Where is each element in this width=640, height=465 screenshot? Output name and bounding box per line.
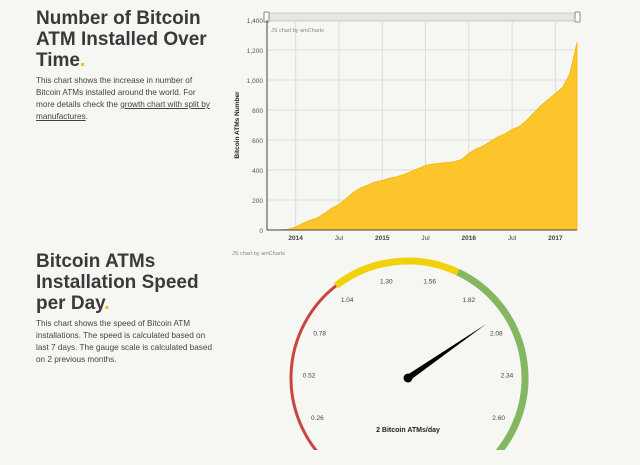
y-tick-label: 0 [259, 228, 263, 235]
gauge-tick-label: 2.08 [490, 330, 503, 337]
x-tick-label: Jul [508, 235, 517, 242]
growth-chart-link[interactable]: growth chart with split by manufactures [36, 100, 210, 121]
gauge-tick-label: 1.56 [423, 278, 436, 285]
amcharts-credit[interactable]: JS chart by amCharts [232, 251, 285, 257]
gauge-tick-label: 1.30 [380, 278, 393, 285]
atm-count-area [273, 42, 578, 231]
y-tick-label: 1,200 [247, 48, 264, 55]
x-tick-label: 2017 [548, 235, 563, 242]
x-tick-label: Jul [335, 235, 344, 242]
section-title-installation-speed: Bitcoin ATMs Installation Speed per Day. [36, 251, 199, 314]
title-dot: . [104, 293, 110, 314]
gauge-band [289, 284, 338, 450]
gauge-value-label: 2 Bitcoin ATMs/day [376, 427, 440, 434]
y-tick-label: 600 [252, 138, 263, 145]
gauge-tick-label: 0.52 [303, 372, 316, 379]
section-description-atm-installed: This chart shows the increase in number … [36, 76, 210, 121]
y-tick-label: 400 [252, 168, 263, 175]
x-tick-label: 2014 [288, 235, 303, 242]
x-tick-label: 2015 [375, 235, 390, 242]
section-description-installation-speed: This chart shows the speed of Bitcoin AT… [36, 319, 212, 364]
y-tick-label: 200 [252, 198, 263, 205]
x-tick-label: 2016 [462, 235, 477, 242]
gauge-tick-label: 2.34 [501, 372, 514, 379]
gauge-tick-label: 0.78 [313, 330, 326, 337]
x-tick-label: Jul [421, 235, 430, 242]
atm-count-area-chart: 0 200 400 600 800 1,000 1,200 1,400 2014 Jul 2015 J… [234, 11, 581, 242]
amcharts-credit[interactable]: JS chart by amCharts [271, 28, 324, 34]
y-tick-label: 1,400 [247, 18, 264, 25]
y-tick-label: 800 [252, 108, 263, 115]
section-title-atm-installed: Number of Bitcoin ATM Installed Over Tim… [36, 8, 207, 71]
gauge-tick-label: 1.82 [462, 297, 475, 304]
y-axis-label: Bitcoin ATMs Number [234, 91, 241, 159]
gauge-needle [406, 324, 487, 381]
y-tick-label: 1,000 [247, 78, 264, 85]
gauge-tick-label: 0.26 [311, 415, 324, 422]
installation-speed-gauge: JS chart by amCharts0.000.260.520.781.04… [232, 251, 529, 450]
title-dot: . [80, 50, 86, 71]
gauge-band [456, 269, 529, 450]
gauge-tick-label: 2.60 [492, 415, 505, 422]
gauge-needle-hub [403, 373, 413, 383]
gauge-tick-label: 1.04 [341, 297, 354, 304]
gauge-band [333, 257, 460, 289]
